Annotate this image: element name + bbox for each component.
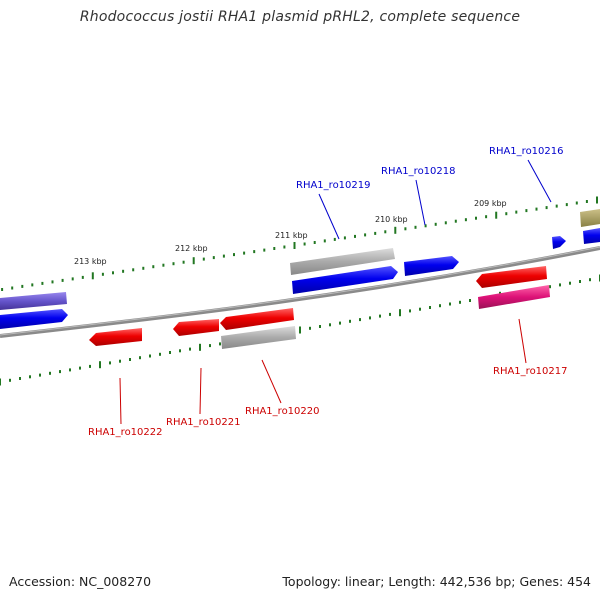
upper-tick-track: [1, 196, 598, 291]
backbone-line: [0, 246, 600, 338]
gene-purple-left[interactable]: [0, 292, 67, 310]
gene-label-ro10218: RHA1_ro10218: [381, 166, 456, 177]
gene-gray-upper[interactable]: [290, 248, 395, 275]
page-title: Rhodococcus jostii RHA1 plasmid pRHL2, c…: [79, 9, 521, 25]
tick-label-213kbp: 213 kbp: [74, 257, 107, 266]
gene-magenta[interactable]: [478, 285, 550, 309]
tick-label-212kbp: 212 kbp: [175, 244, 208, 253]
gene-gray-lower[interactable]: [221, 326, 296, 349]
gene-blue-ro10219[interactable]: [292, 266, 398, 294]
leader-ro10216: [527, 159, 552, 203]
gene-blue-left[interactable]: [0, 309, 68, 329]
gene-label-ro10217: RHA1_ro10217: [493, 366, 568, 377]
leader-ro10218: [415, 179, 426, 226]
gene-red-ro10221[interactable]: [173, 319, 219, 336]
tick-label-210kbp: 210 kbp: [375, 215, 408, 224]
tick-label-209kbp: 209 kbp: [474, 199, 507, 208]
leader-ro10217: [518, 318, 527, 364]
gene-red-ro10220[interactable]: [220, 308, 294, 330]
leader-ro10222: [119, 377, 122, 425]
gene-label-ro10221: RHA1_ro10221: [166, 417, 241, 428]
leader-ro10219: [318, 193, 340, 240]
gene-olive-right[interactable]: [580, 209, 600, 227]
leader-ro10221: [199, 367, 202, 415]
gene-red-ro10222[interactable]: [89, 328, 142, 346]
gene-blue-ro10218[interactable]: [404, 256, 459, 276]
gene-label-ro10219: RHA1_ro10219: [296, 180, 371, 191]
leader-ro10220: [261, 359, 282, 404]
gene-label-ro10222: RHA1_ro10222: [88, 427, 163, 438]
gene-red-ro10217[interactable]: [476, 266, 547, 288]
gene-label-ro10220: RHA1_ro10220: [245, 406, 320, 417]
gene-label-ro10216: RHA1_ro10216: [489, 146, 564, 157]
backbone-highlight: [0, 246, 600, 336]
gene-blue-ro10216[interactable]: [552, 236, 566, 249]
tick-label-211kbp: 211 kbp: [275, 231, 308, 240]
accession-text: Accession: NC_008270: [9, 574, 152, 589]
topology-text: Topology: linear; Length: 442,536 bp; Ge…: [282, 574, 591, 589]
gene-blue-right-edge[interactable]: [583, 228, 600, 244]
